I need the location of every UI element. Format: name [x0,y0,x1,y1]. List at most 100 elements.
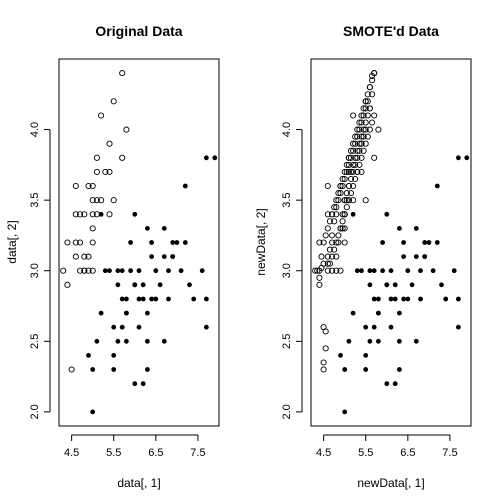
filled-point [182,240,188,245]
filled-point [380,240,385,245]
filled-point [170,254,176,259]
open-point [60,267,67,274]
open-point [358,112,365,119]
open-point [93,154,100,161]
open-point [362,140,369,147]
open-point [375,126,382,133]
filled-point [451,268,457,274]
filled-point [199,268,205,274]
open-point [89,239,96,246]
filled-point [363,367,369,372]
open-point [337,190,344,197]
filled-point [418,296,423,302]
open-point [68,366,75,373]
filled-point [132,211,138,217]
y-tick-label: 3.5 [281,193,293,208]
filled-point [359,268,364,274]
open-point [360,105,367,112]
filled-point [396,367,402,372]
filled-point [434,183,440,189]
filled-point [144,338,150,344]
filled-point [371,296,377,302]
open-point [347,154,355,161]
open-point [333,204,340,211]
open-point [339,218,346,225]
filled-point [153,296,159,302]
open-point [360,133,367,140]
open-point [362,119,369,126]
open-point [64,239,71,246]
open-point [324,211,331,218]
filled-point [367,338,373,344]
open-point [341,197,348,204]
open-point [337,267,344,274]
open-point [352,175,359,183]
open-point [324,260,331,267]
open-point [343,161,350,168]
filled-point [111,352,117,358]
filled-point [149,240,154,245]
open-point [371,112,378,119]
filled-point [350,310,356,316]
filled-point [174,240,180,245]
filled-point [178,268,184,274]
filled-point [375,338,381,344]
filled-point [124,310,129,316]
open-point [89,182,96,190]
open-point [320,366,327,373]
filled-point [392,381,398,387]
open-point [362,126,369,133]
open-point [354,154,361,161]
open-point [339,182,346,190]
open-point [89,267,96,274]
filled-point [128,240,133,245]
open-point [335,232,342,239]
filled-point [388,324,394,330]
filled-point [405,296,411,302]
open-point [345,168,352,175]
filled-point [396,225,402,231]
filled-point [144,310,150,316]
filled-point [157,282,163,288]
open-point [358,154,365,161]
filled-point [203,296,209,302]
filled-point [153,268,159,274]
open-point [354,126,361,133]
filled-point [191,296,197,302]
open-point [314,267,321,274]
open-point [369,119,376,126]
open-point [329,267,336,274]
open-point [350,197,357,204]
open-point [316,239,323,246]
filled-point [144,367,150,372]
filled-point [346,338,352,344]
filled-point [119,268,125,274]
open-point [339,211,346,218]
filled-point [396,310,402,316]
open-point [322,328,329,335]
open-point [312,267,319,274]
open-point [356,161,363,168]
filled-point [107,268,112,274]
filled-point [371,324,377,330]
open-point [123,126,130,133]
open-point [93,168,100,175]
open-point [364,112,371,119]
open-point [358,133,365,140]
panel-smoted-data: SMOTE'd Data 4.5 5.5 6.5 7.5 2.0 2.5 3.0 3.5 4.… [254,23,472,490]
open-point [356,126,363,133]
open-point [333,253,340,260]
open-point [339,225,346,232]
filled-point [161,254,167,259]
open-point [89,197,96,204]
open-point [106,168,113,175]
open-point [331,204,338,211]
open-point [322,345,329,352]
open-point [81,211,88,218]
x-tick-label: 5.5 [106,447,121,459]
open-point [81,253,88,260]
open-point [341,211,348,218]
y-tick-label: 4.0 [281,122,293,137]
filled-point [455,155,461,161]
open-point [77,267,84,274]
